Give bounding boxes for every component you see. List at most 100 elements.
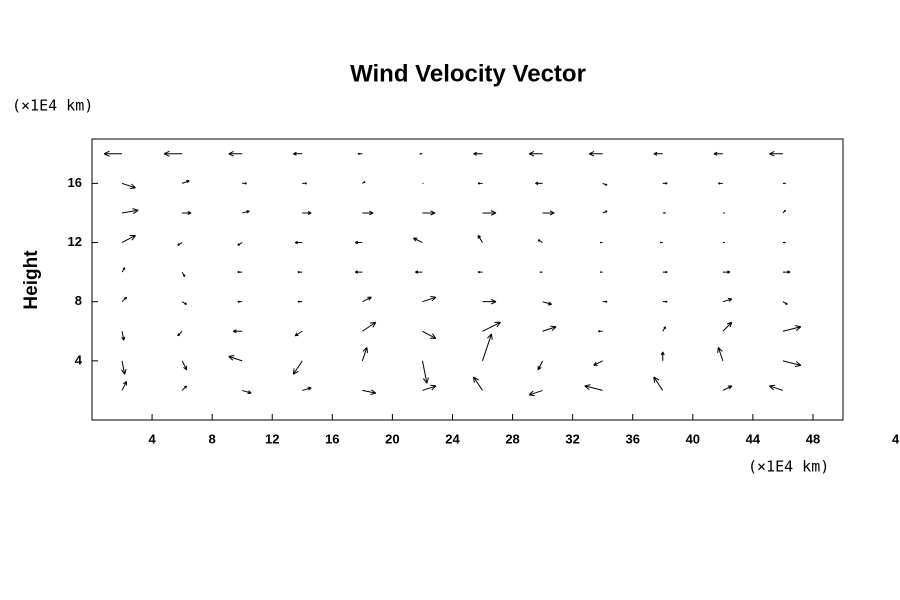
x-tick-label: 12 — [265, 431, 279, 446]
wind-vector — [769, 151, 783, 157]
wind-vector — [653, 376, 664, 391]
wind-vector — [782, 325, 802, 332]
wind-vector — [228, 151, 243, 157]
wind-vector — [662, 300, 668, 303]
wind-vector — [357, 152, 363, 156]
wind-vector — [361, 346, 369, 362]
wind-vector — [242, 389, 252, 395]
wind-vector — [769, 384, 784, 391]
wind-vector — [419, 152, 423, 155]
wind-vector — [422, 330, 437, 339]
wind-vector — [593, 360, 603, 366]
wind-vector — [413, 237, 423, 243]
wind-vector — [421, 360, 429, 384]
wind-vector — [121, 234, 136, 243]
wind-vector — [722, 297, 733, 303]
wind-vector — [362, 296, 372, 303]
wind-vector — [121, 208, 139, 215]
wind-vector — [599, 271, 603, 274]
wind-vector — [528, 151, 543, 157]
wind-vector — [542, 325, 557, 332]
y-axis-label: Height — [21, 250, 42, 310]
wind-vector — [782, 270, 791, 274]
wind-vector — [537, 360, 544, 371]
wind-vector — [599, 241, 603, 244]
wind-vector — [662, 182, 668, 185]
wind-vector — [232, 329, 243, 334]
x-tick-label: 28 — [505, 431, 519, 446]
wind-vector — [302, 182, 307, 185]
wind-vector — [293, 151, 303, 156]
wind-vector — [542, 301, 552, 306]
wind-vector — [482, 333, 493, 362]
wind-vector — [242, 182, 247, 185]
wind-vector — [237, 300, 243, 303]
wind-vector — [422, 384, 437, 391]
wind-vector — [228, 355, 243, 362]
wind-vector — [121, 296, 128, 303]
wind-vector — [237, 242, 243, 246]
wind-vector — [302, 210, 312, 215]
wind-vector — [121, 331, 126, 341]
wind-vector — [181, 179, 190, 184]
x-tick-label: 4 — [148, 431, 156, 446]
wind-vector — [354, 270, 363, 274]
wind-vector — [181, 385, 188, 391]
y-tick-label: 8 — [75, 293, 82, 308]
x-tick-label: 48 — [806, 431, 820, 446]
wind-vector — [722, 385, 733, 391]
wind-vector — [415, 270, 423, 274]
wind-vector — [121, 267, 126, 273]
wind-vector — [182, 210, 192, 215]
wind-vector — [422, 210, 436, 216]
wind-vector — [181, 301, 188, 305]
wind-vector — [294, 240, 303, 245]
wind-vector — [713, 151, 723, 156]
x-tick-label: 44 — [746, 431, 761, 446]
wind-vector — [782, 360, 802, 368]
wind-vector — [717, 346, 724, 362]
x-tick-label: 4 — [892, 431, 900, 446]
wind-vector — [535, 181, 543, 186]
wind-vector — [237, 270, 243, 274]
wind-vector — [362, 321, 377, 332]
wind-vector — [718, 182, 723, 185]
wind-vector — [177, 242, 183, 246]
wind-vector — [482, 210, 497, 216]
wind-vector — [782, 301, 788, 305]
x-tick-label: 20 — [385, 431, 399, 446]
wind-vector — [302, 386, 312, 391]
wind-vector — [660, 351, 665, 361]
x-unit-label: (×1E4 km) — [748, 458, 829, 476]
y-tick-label: 16 — [68, 175, 82, 190]
wind-vector — [422, 296, 437, 303]
wind-vector — [528, 389, 543, 397]
wind-vector — [473, 376, 483, 391]
wind-vector — [477, 234, 483, 243]
y-unit-label: (×1E4 km) — [12, 97, 93, 115]
wind-vector — [782, 241, 786, 244]
wind-vector — [362, 389, 377, 395]
x-tick-label: 32 — [565, 431, 579, 446]
wind-vector — [181, 360, 188, 371]
wind-vector — [542, 210, 555, 216]
wind-vector — [121, 182, 136, 190]
wind-vector — [121, 360, 127, 375]
wind-vector — [597, 330, 603, 333]
wind-vector — [722, 321, 733, 332]
wind-vector — [782, 209, 787, 214]
wind-vector — [354, 240, 363, 245]
x-tick-label: 16 — [325, 431, 339, 446]
wind-vector — [242, 210, 250, 214]
wind-vector — [662, 212, 666, 214]
wind-vector — [103, 150, 123, 157]
wind-vector — [588, 151, 603, 157]
wind-vector — [659, 241, 663, 244]
wind-vector — [177, 330, 183, 337]
wind-vector — [602, 300, 608, 303]
wind-vector — [163, 150, 183, 157]
y-tick-label: 4 — [75, 352, 83, 367]
wind-vector — [294, 330, 303, 337]
